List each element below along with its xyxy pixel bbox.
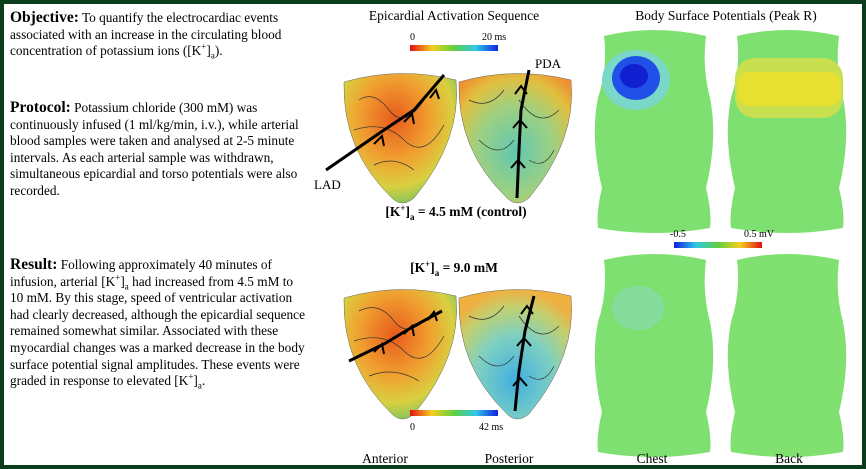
artery-label: PDA [535, 56, 562, 71]
condition-label: [K+]a = 4.5 mM (control) [385, 203, 526, 222]
torso-chest [595, 254, 713, 457]
torso-chest [595, 30, 713, 233]
color-scale [674, 242, 762, 248]
text: [K [410, 260, 425, 275]
scale-max: 0.5 mV [744, 229, 775, 240]
figures: Epicardial Activation Sequence 0 20 ms L… [4, 4, 862, 465]
torso-back [728, 30, 846, 233]
scale-max: 20 ms [482, 32, 506, 43]
condition-label: [K+]a = 9.0 mM [410, 259, 498, 278]
scale-min: -0.5 [670, 229, 686, 240]
panel: Objective: To quantify the electrocardia… [4, 4, 862, 465]
color-scale [410, 45, 498, 51]
scale-min: 0 [410, 32, 415, 43]
view-label: Chest [637, 451, 668, 465]
view-label: Anterior [362, 451, 408, 465]
heart-posterior [459, 289, 572, 419]
section-title: Epicardial Activation Sequence [369, 8, 539, 23]
heart-anterior [326, 73, 457, 203]
artery-label: LAD [314, 177, 341, 192]
heart-posterior [459, 70, 572, 203]
color-scale [410, 410, 498, 416]
scale-max: 42 ms [479, 422, 503, 433]
view-label: Posterior [485, 451, 534, 465]
scale-min: 0 [410, 422, 415, 433]
poster: Objective: To quantify the electrocardia… [0, 0, 866, 469]
heart-anterior [344, 289, 457, 419]
section-title: Body Surface Potentials (Peak R) [635, 8, 816, 23]
text: = 9.0 mM [439, 260, 498, 275]
view-label: Back [775, 451, 803, 465]
text: [K [385, 204, 400, 219]
text: = 4.5 mM (control) [415, 204, 527, 219]
torso-back [728, 254, 846, 457]
